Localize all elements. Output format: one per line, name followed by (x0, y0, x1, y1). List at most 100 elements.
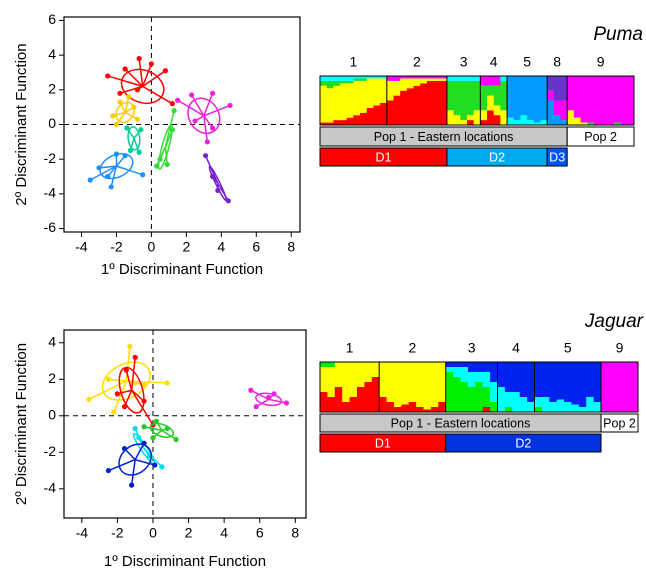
point-link (110, 165, 118, 188)
demes-label: D2 (515, 436, 531, 450)
structure-frame (319, 361, 639, 413)
ancestry-segment (487, 95, 495, 111)
ancestry-segment (342, 362, 350, 402)
ancestry-segment (600, 76, 608, 125)
ancestry-segment (327, 367, 336, 397)
ancestry-segment (507, 117, 515, 125)
ancestry-segment (497, 362, 506, 387)
point (159, 464, 165, 470)
x-tick-label: 0 (148, 239, 156, 255)
point (123, 367, 129, 373)
ancestry-segment (541, 397, 550, 412)
point (203, 153, 209, 159)
ancestry-segment (371, 362, 380, 377)
point-link (113, 380, 127, 413)
point (87, 177, 93, 183)
point-link (190, 94, 205, 117)
ancestry-segment (446, 110, 455, 125)
populations-label: Pop 2 (584, 130, 617, 144)
point (108, 184, 114, 190)
x-tick-label: 8 (291, 525, 299, 541)
point-link (124, 96, 130, 113)
point-link (116, 165, 143, 176)
ancestry-segment (445, 367, 454, 372)
ancestry-segment (534, 397, 543, 407)
point-link (142, 85, 173, 105)
ancestry-segment (416, 362, 424, 407)
point (164, 380, 170, 386)
y-tick-label: -2 (44, 150, 57, 166)
ancestry-segment (504, 392, 513, 407)
point (141, 398, 147, 404)
point (136, 435, 142, 441)
ancestry-segment (564, 402, 572, 412)
point (164, 161, 170, 167)
point-link (134, 442, 145, 460)
point-link (134, 458, 155, 466)
species-title: Jaguar (584, 311, 644, 332)
ancestry-segment (500, 80, 508, 111)
ancestry-segment (560, 76, 568, 101)
point (105, 376, 112, 382)
point-link (203, 115, 209, 142)
ancestry-segment (553, 76, 561, 101)
group-label: 1 (346, 340, 354, 356)
point (141, 382, 147, 388)
ancestry-segment (386, 76, 394, 81)
ancestry-segment (553, 100, 561, 116)
ancestry-segment (493, 115, 501, 125)
ancestry-segment (547, 100, 555, 125)
ancestry-segment (433, 76, 441, 79)
ancestry-segment (623, 362, 632, 412)
ancestry-segment (615, 362, 624, 412)
ancestry-segment (346, 76, 354, 81)
group-label: 4 (512, 340, 520, 356)
ancestry-segment (386, 100, 394, 125)
ancestry-segment (453, 367, 461, 377)
x-tick-label: -2 (111, 525, 124, 541)
ancestry-segment (420, 78, 428, 84)
ancestry-segment (580, 76, 588, 123)
ancestry-segment (567, 110, 575, 125)
x-tick-label: 2 (185, 525, 193, 541)
ancestry-segment (353, 80, 361, 116)
point-link (161, 429, 177, 441)
point (164, 425, 170, 432)
point (150, 435, 156, 441)
y-tick-label: -6 (44, 219, 57, 235)
ancestry-segment (364, 362, 373, 382)
x-tick-label: 8 (287, 239, 295, 255)
ancestry-segment (423, 409, 432, 412)
ancestry-segment (400, 78, 408, 91)
ancestry-segment (549, 402, 558, 412)
ancestry-segment (578, 362, 587, 407)
ancestry-segment (364, 382, 373, 412)
point-link (142, 70, 166, 87)
point (215, 187, 221, 193)
ancestry-segment (445, 372, 454, 412)
ancestry-segment (413, 76, 421, 79)
ancestry-segment (426, 76, 434, 79)
point-link (89, 165, 117, 181)
demes-label: D1 (375, 436, 391, 450)
ancestry-segment (473, 80, 481, 111)
ancestry-segment (393, 362, 402, 407)
cluster-ellipse (149, 422, 175, 439)
x-tick-label: -4 (76, 525, 89, 541)
ancestry-segment (346, 83, 354, 118)
ancestry-segment (482, 387, 491, 407)
y-axis-title: 2º Discriminant Function (13, 43, 30, 205)
ancestry-segment (480, 120, 488, 125)
ancestry-segment (513, 120, 521, 125)
structure-frame (319, 75, 635, 126)
ancestry-segment (586, 362, 595, 397)
ancestry-segment (541, 362, 550, 397)
point (111, 409, 117, 415)
point (121, 446, 128, 452)
point (136, 56, 142, 62)
ancestry-segment (446, 76, 455, 81)
ancestry-segment (401, 362, 410, 405)
ancestry-segment (320, 76, 328, 81)
point-link (125, 346, 131, 382)
